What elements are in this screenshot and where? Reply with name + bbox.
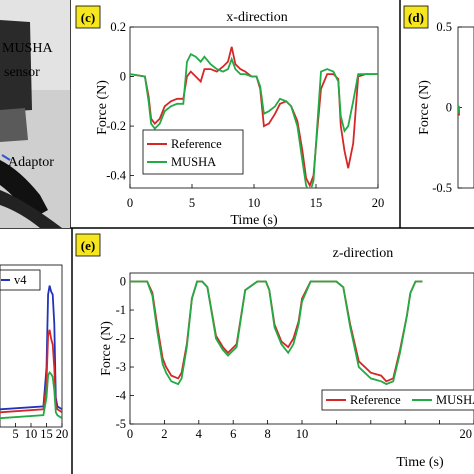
chart-b: 5 10 15 20 v4 xyxy=(0,264,69,441)
photo-label-sensor: sensor xyxy=(4,65,40,80)
chart-c-xtick-label: 15 xyxy=(310,196,323,210)
chart-e-ytick-label: -5 xyxy=(116,417,126,431)
chart-e-ytick-label: -2 xyxy=(116,332,126,346)
chart-c-legend-label: Reference xyxy=(171,137,222,151)
chart-c-series-musha xyxy=(130,52,378,188)
chart-d-ytick-label: 0.5 xyxy=(436,20,452,34)
chart-e-panel-label-box xyxy=(75,233,101,257)
chart-b-legend xyxy=(0,269,41,291)
chart-e-xtick-label: 6 xyxy=(230,427,236,441)
chart-e-ytick-label: -4 xyxy=(116,389,127,403)
chart-b-xtick-label: 15 xyxy=(40,427,53,441)
chart-e-xtick-label: 0 xyxy=(127,427,133,441)
chart-b-legend-label: v4 xyxy=(14,273,27,287)
chart-d-ylabel: Force (N) xyxy=(417,80,432,135)
photo-label-adaptor: Adaptor xyxy=(8,155,54,170)
chart-d: 0.5 0 -0.5 Force (N) (d) xyxy=(403,5,474,195)
chart-e-legend-label: MUSHA xyxy=(436,393,474,407)
chart-c-ylabel: Force (N) xyxy=(95,80,110,135)
chart-b-xtick-label: 5 xyxy=(12,427,18,441)
chart-e-series-musha xyxy=(130,280,423,386)
chart-d-panel-label: (d) xyxy=(408,10,424,25)
photo-label-musha: MUSHA xyxy=(2,41,53,56)
chart-c-ytick-label: -0.2 xyxy=(106,119,126,133)
chart-e-panel-label: (e) xyxy=(81,238,95,253)
chart-e-xtick-label: 10 xyxy=(296,427,309,441)
chart-e-ytick-label: 0 xyxy=(120,275,126,289)
chart-c-title: x-direction xyxy=(226,10,287,25)
chart-d-series-1 xyxy=(458,105,460,114)
chart-b-xtick-label: 20 xyxy=(56,427,69,441)
chart-c-legend xyxy=(142,129,244,175)
chart-c-xtick-label: 5 xyxy=(189,196,195,210)
chart-b-series-1 xyxy=(0,329,62,414)
chart-d-panel-label-box xyxy=(403,5,429,29)
chart-c-ytick-label: 0 xyxy=(120,70,126,84)
chart-c-xtick-label: 0 xyxy=(127,196,133,210)
adaptor-arrow xyxy=(1,154,11,161)
chart-c-panel-label: (c) xyxy=(81,10,95,25)
chart-e-legend xyxy=(321,389,474,411)
chart-e-ylabel: Force (N) xyxy=(99,321,114,376)
chart-e-xtick-label: 4 xyxy=(196,427,203,441)
chart-b-series-2 xyxy=(0,370,62,420)
chart-e-title: z-direction xyxy=(333,246,394,261)
chart-e-xtick-label: 8 xyxy=(264,427,270,441)
chart-d-ytick-label: -0.5 xyxy=(432,181,452,195)
chart-e-xtick-label: 20 xyxy=(460,427,473,441)
chart-c-xlabel: Time (s) xyxy=(230,213,278,228)
chart-c-legend-label: MUSHA xyxy=(171,155,216,169)
chart-c-ytick-label: 0.2 xyxy=(110,20,126,34)
chart-c-ytick-label: -0.4 xyxy=(106,169,127,183)
chart-e-xtick-label: 2 xyxy=(161,427,167,441)
chart-c-xtick-label: 10 xyxy=(248,196,261,210)
chart-e-ytick-label: -1 xyxy=(116,303,126,317)
sensor-photo: MUSHA sensor Adaptor xyxy=(0,0,70,228)
chart-e-ytick-label: -3 xyxy=(116,360,126,374)
chart-e-xlabel: Time (s) xyxy=(396,455,444,470)
chart-d-ytick-label: 0 xyxy=(446,101,452,115)
chart-c-panel-label-box xyxy=(75,5,101,29)
chart-b-xtick-label: 10 xyxy=(25,427,38,441)
chart-c-xtick-label: 20 xyxy=(372,196,385,210)
chart-e-legend-label: Reference xyxy=(350,393,401,407)
